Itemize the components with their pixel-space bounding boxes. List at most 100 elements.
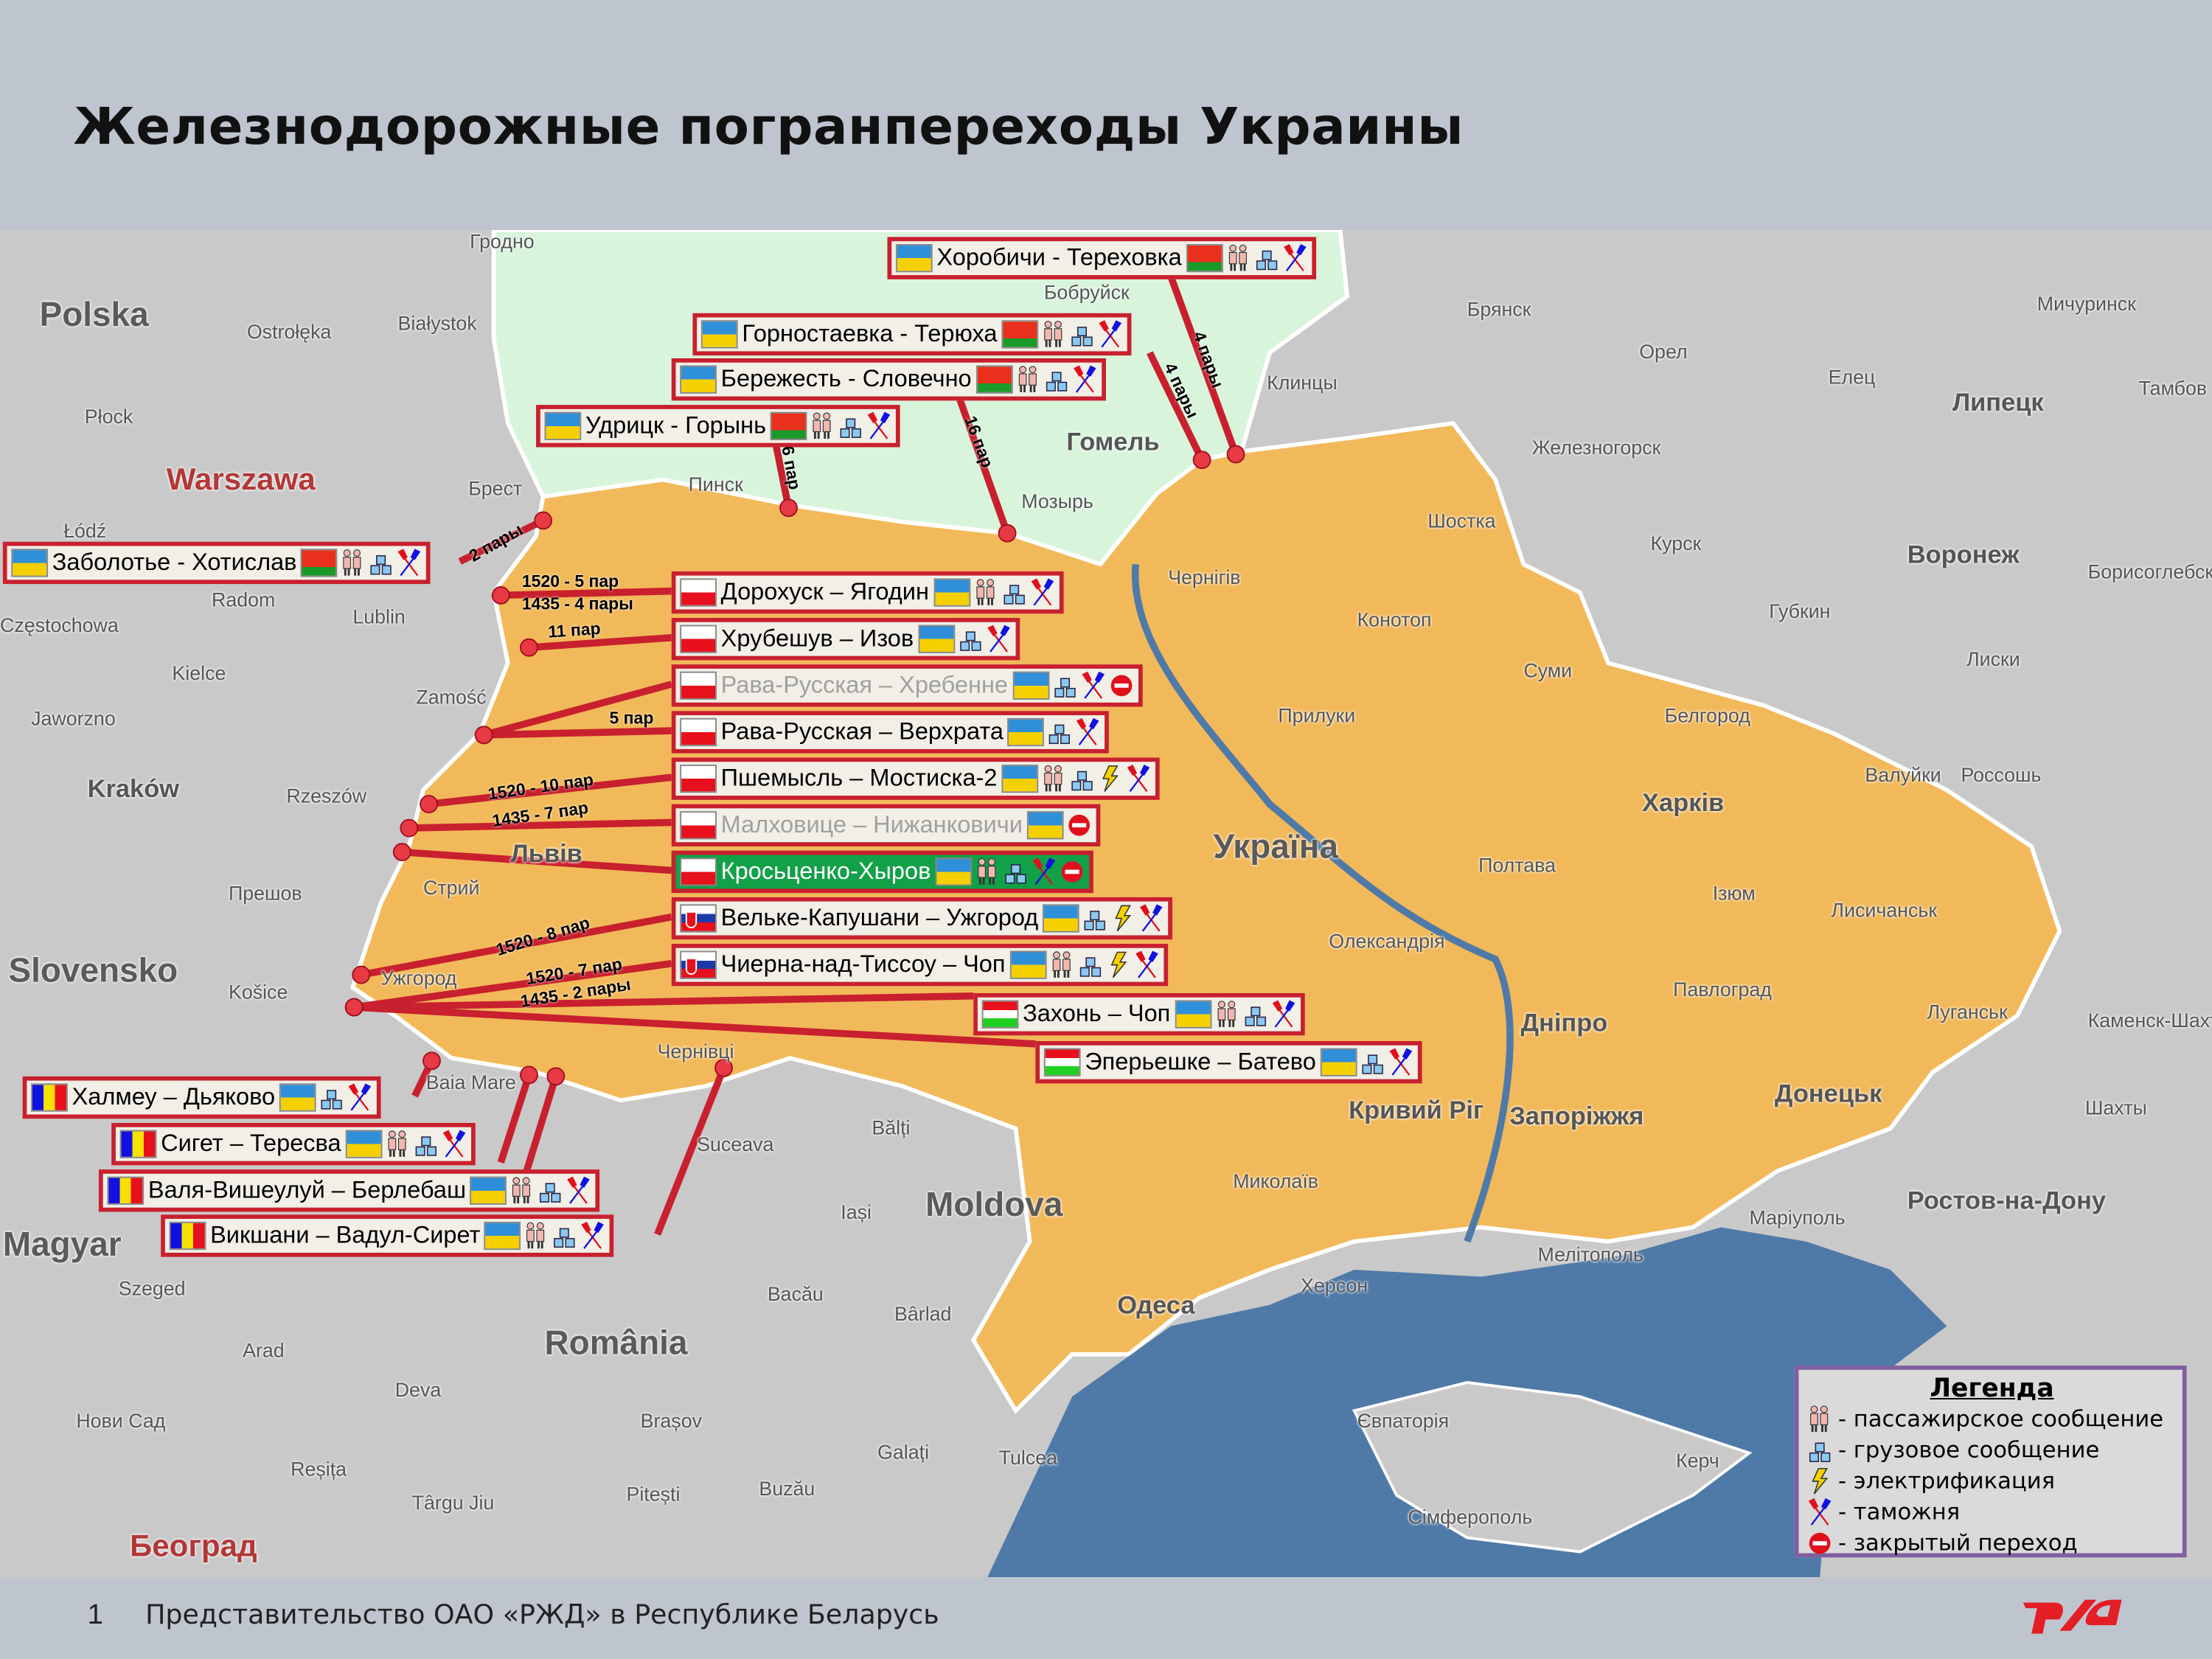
map-label: Częstochowa bbox=[0, 613, 119, 636]
map-label: Курск bbox=[1650, 532, 1702, 554]
freight-icon bbox=[1077, 951, 1102, 979]
map-label: Reșița bbox=[291, 1457, 347, 1481]
map-label: Tulcea bbox=[998, 1446, 1058, 1469]
crossing-label[interactable]: Заболотье - Хотислав bbox=[2, 541, 431, 585]
flag-ua-icon bbox=[1001, 764, 1038, 793]
crossing-label[interactable]: Хоробичи - Тереховка bbox=[887, 237, 1316, 279]
leader-line bbox=[501, 587, 672, 599]
crossing-label[interactable]: Бережесть - Словечно bbox=[671, 358, 1106, 401]
map-label: Polska bbox=[39, 296, 149, 335]
map-label: Płock bbox=[84, 405, 133, 428]
crossing-label[interactable]: Захонь – Чоп bbox=[973, 992, 1305, 1036]
crossing-point-marker[interactable] bbox=[474, 726, 493, 745]
freight-icon bbox=[1051, 672, 1077, 700]
map-label: Galați bbox=[877, 1440, 930, 1464]
map-label: Нови Сад bbox=[76, 1409, 166, 1432]
crossing-point-marker[interactable] bbox=[546, 1067, 566, 1086]
crossing-label[interactable]: Валя-Вишеулуй – Берлебаш bbox=[98, 1169, 600, 1212]
crossing-point-marker[interactable] bbox=[422, 1051, 441, 1071]
crossing-point-marker[interactable] bbox=[400, 818, 419, 838]
crossing-name: Рава-Русская – Верхрата bbox=[720, 717, 1004, 745]
customs-icon bbox=[347, 1083, 372, 1111]
crossing-point-marker[interactable] bbox=[1192, 451, 1211, 470]
flag-sk-icon bbox=[680, 950, 717, 979]
flag-ua-icon bbox=[933, 578, 970, 607]
map-label: Маріуполь bbox=[1749, 1206, 1846, 1229]
passenger-icon bbox=[1225, 244, 1251, 272]
flag-ro-icon bbox=[169, 1221, 206, 1251]
passenger-icon bbox=[509, 1177, 535, 1205]
leader-line bbox=[654, 1066, 727, 1236]
crossing-label[interactable]: Удрицк - Горынь bbox=[536, 405, 900, 448]
crossing-label[interactable]: Сигет – Тересва bbox=[111, 1122, 476, 1166]
crossing-label[interactable]: Рава-Русская – Хребенне bbox=[671, 664, 1142, 707]
map-label: Târgu Jiu bbox=[411, 1491, 495, 1514]
crossing-label[interactable]: Малховице – Нижанковичи bbox=[671, 804, 1101, 846]
map-label: Прилуки bbox=[1278, 703, 1356, 727]
crossing-label[interactable]: Кросьценко-Хыров bbox=[671, 850, 1093, 894]
freight-icon bbox=[369, 549, 394, 577]
crossing-name: Вельке-Капушани – Ужгород bbox=[720, 904, 1039, 931]
pairs-label: 1520 - 5 пар bbox=[521, 571, 619, 591]
electric-icon bbox=[1807, 1467, 1832, 1495]
passenger-icon bbox=[341, 549, 366, 577]
map-label: Каменск-Шахтинский bbox=[2087, 1008, 2212, 1032]
map-label: Jaworzno bbox=[31, 706, 116, 730]
crossing-point-marker[interactable] bbox=[420, 795, 439, 814]
crossing-point-marker[interactable] bbox=[534, 511, 553, 530]
leader-line bbox=[360, 913, 672, 978]
crossing-label[interactable]: Вельке-Капушани – Ужгород bbox=[671, 897, 1173, 940]
crossing-label[interactable]: Эперьешке – Батево bbox=[1035, 1040, 1422, 1084]
leader-line bbox=[772, 443, 793, 509]
flag-ua-icon bbox=[1026, 811, 1064, 840]
map-label: Лисичанськ bbox=[1831, 898, 1938, 922]
map-label: Ізюм bbox=[1712, 881, 1756, 905]
freight-icon bbox=[1001, 578, 1026, 606]
passenger-icon bbox=[1049, 951, 1074, 979]
crossing-label[interactable]: Пшемысль – Мостиска-2 bbox=[671, 757, 1160, 800]
closed-icon bbox=[1060, 858, 1085, 886]
map-label: Пинск bbox=[688, 472, 743, 495]
customs-icon bbox=[1071, 365, 1096, 394]
customs-icon bbox=[397, 549, 422, 577]
map-label: Arad bbox=[243, 1338, 285, 1362]
flag-hu-icon bbox=[1043, 1048, 1081, 1077]
crossing-point-marker[interactable] bbox=[491, 585, 510, 605]
crossing-point-marker[interactable] bbox=[392, 843, 411, 862]
closed-icon bbox=[1108, 672, 1133, 700]
crossing-label[interactable]: Викшани – Вадул-Сирет bbox=[161, 1214, 615, 1257]
map-label: Мозырь bbox=[1021, 489, 1093, 512]
flag-ua-icon bbox=[345, 1130, 383, 1158]
map-label: Олександрія bbox=[1329, 929, 1445, 953]
passenger-icon bbox=[1041, 320, 1066, 348]
customs-icon bbox=[1807, 1498, 1832, 1526]
crossing-label[interactable]: Чиерна-над-Тиссоу – Чоп bbox=[671, 943, 1168, 987]
crossing-point-marker[interactable] bbox=[779, 498, 798, 518]
crossing-point-marker[interactable] bbox=[998, 524, 1017, 543]
crossing-label[interactable]: Рава-Русская – Верхрата bbox=[671, 711, 1110, 754]
map-label: Конотоп bbox=[1357, 608, 1432, 631]
map-label: Россошь bbox=[1961, 763, 2042, 786]
crossing-point-marker[interactable] bbox=[714, 1058, 733, 1077]
crossing-point-marker[interactable] bbox=[352, 965, 371, 984]
map-label: Moldova bbox=[925, 1186, 1063, 1225]
crossing-label[interactable]: Горностаевка - Терюха bbox=[692, 313, 1132, 356]
crossing-point-marker[interactable] bbox=[520, 638, 538, 657]
flag-ua-icon bbox=[700, 320, 738, 349]
crossing-point-marker[interactable] bbox=[1226, 445, 1245, 464]
passenger-icon bbox=[1214, 1001, 1239, 1029]
crossing-point-marker[interactable] bbox=[520, 1065, 538, 1085]
map-label: Тамбов bbox=[2138, 376, 2208, 400]
crossing-point-marker[interactable] bbox=[344, 998, 364, 1017]
map-label: Lublin bbox=[352, 605, 406, 628]
flag-by-icon bbox=[1001, 320, 1038, 349]
leader-line bbox=[483, 681, 672, 739]
map-label: Kielce bbox=[172, 661, 226, 684]
crossing-label[interactable]: Хрубешув – Изов bbox=[671, 618, 1020, 661]
map-label: Орел bbox=[1639, 340, 1688, 363]
crossing-label[interactable]: Дорохуск – Ягодин bbox=[671, 571, 1063, 614]
crossing-label[interactable]: Халмеу – Дьяково bbox=[22, 1076, 381, 1119]
map-label: Валуйки bbox=[1865, 763, 1941, 786]
flag-ua-icon bbox=[1007, 717, 1045, 747]
